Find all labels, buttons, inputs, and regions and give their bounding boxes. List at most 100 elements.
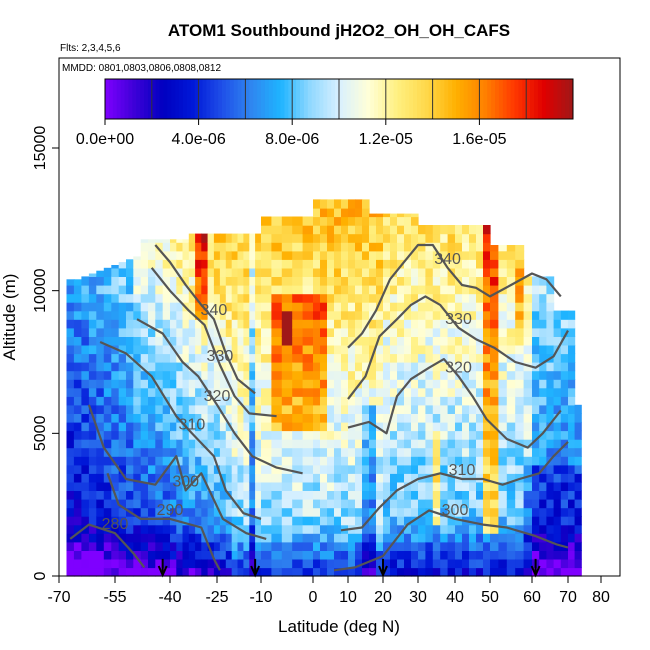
heat-cell [140,404,149,414]
heat-cell [231,310,239,320]
heat-cell [207,507,215,517]
heat-cell [96,310,105,320]
heat-cell [281,216,293,226]
heat-cell [126,421,134,432]
heat-cell [249,524,256,534]
heat-cell [207,396,215,406]
heat-cell [219,541,227,551]
heat-cell [440,413,449,423]
heat-cell [418,225,426,235]
heat-cell [506,276,516,286]
heat-cell [376,473,384,483]
heat-cell [498,507,508,517]
heat-cell [281,430,293,440]
heat-cell [103,421,112,432]
heat-cell [390,276,398,286]
heat-cell [327,490,335,500]
heat-cell [170,250,177,260]
heat-cell [73,285,82,295]
heat-cell [490,267,499,277]
heat-cell [462,336,470,346]
heat-cell [476,439,484,449]
heat-cell [225,362,233,372]
heat-cell [162,319,171,329]
heat-cell [455,267,463,277]
heat-cell [404,216,412,226]
heat-cell [88,273,97,277]
heat-cell [292,379,304,389]
heat-cell [320,353,328,363]
heat-cell [440,370,449,380]
heat-cell [155,276,164,286]
heat-cell [207,387,215,397]
heat-cell [243,396,250,406]
heat-cell [440,550,449,560]
heat-cell [155,353,164,363]
heat-cell [404,259,412,269]
heat-cell [515,481,525,491]
heat-cell [523,379,533,389]
heat-cell [207,456,215,466]
heat-cell [225,439,233,449]
heat-cell [261,464,272,474]
colorbar-swatch [370,79,375,119]
heat-cell [292,464,304,474]
heat-cell [425,319,434,329]
heat-cell [243,293,250,303]
heat-cell [170,327,177,337]
heat-cell [560,387,569,397]
heat-cell [397,541,405,551]
heat-cell [397,250,405,260]
heat-cell [341,404,349,414]
heat-cell [219,327,227,337]
heat-cell [162,370,171,380]
heat-cell [66,327,75,337]
colorbar-swatch [498,79,504,119]
heat-cell [383,499,391,509]
heat-cell [476,379,484,389]
heat-cell [213,439,221,449]
heat-cell [383,259,391,269]
heat-cell [539,396,547,406]
heat-cell [201,413,209,423]
heat-cell [170,293,177,303]
heat-cell [515,245,525,252]
heat-cell [188,464,196,474]
heat-cell [249,567,256,577]
heat-cell [213,293,221,303]
heat-cell [383,276,391,286]
y-axis-label: Altitude (m) [0,274,19,361]
colorbar-tick-label: 1.6e-05 [452,131,506,148]
contour-line-340 [347,243,562,349]
heat-cell [237,516,244,526]
heat-cell [397,379,405,389]
colorbar-swatch [159,79,164,119]
heat-cell [469,327,477,337]
heat-cell [560,516,569,526]
heat-cell [515,293,525,303]
heat-cell [81,276,90,286]
heat-cell [313,276,321,286]
heat-cell [201,456,209,466]
heat-cell [334,225,342,235]
heat-cell [404,396,412,406]
heat-cell [341,293,349,303]
heat-cell [103,285,112,295]
heat-cell [334,362,342,372]
heat-cell [81,362,90,372]
heat-cell [462,456,470,466]
heat-cell [553,516,562,526]
heat-cell [176,362,184,372]
heat-cell [66,439,75,449]
heat-cell [213,447,221,457]
heat-cell [271,473,283,483]
heat-cell [355,327,363,337]
heat-cell [476,344,484,355]
heat-cell [148,310,156,320]
heat-cell [140,242,149,252]
heat-cell [568,430,576,440]
heat-cell [73,481,82,491]
colorbar-swatch [335,79,340,119]
heat-cell [281,404,293,414]
heat-cell [341,250,349,260]
